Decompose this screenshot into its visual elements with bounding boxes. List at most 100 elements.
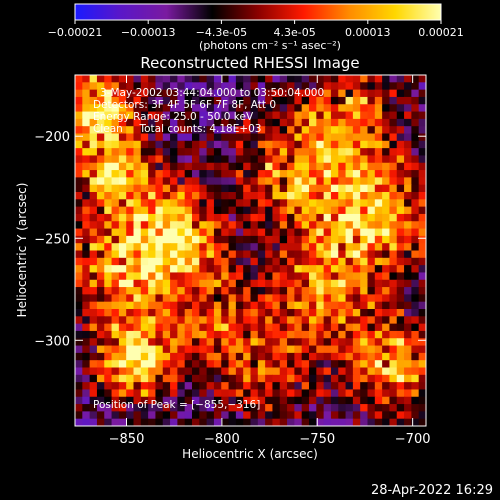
heatmap-cell — [382, 374, 391, 383]
heatmap-cell — [184, 162, 193, 171]
heatmap-cell — [89, 411, 98, 420]
heatmap-cell — [294, 323, 303, 332]
heatmap-cell — [374, 265, 383, 274]
heatmap-cell — [155, 118, 164, 127]
heatmap-cell — [155, 279, 164, 288]
heatmap-cell — [118, 155, 127, 164]
heatmap-cell — [279, 309, 288, 317]
heatmap-cell — [75, 104, 83, 113]
heatmap-cell — [279, 82, 288, 91]
heatmap-cell — [345, 309, 354, 317]
heatmap-cell — [235, 265, 244, 274]
heatmap-cell — [104, 221, 113, 230]
heatmap-cell — [272, 382, 281, 391]
heatmap-cell — [323, 257, 332, 266]
heatmap-cell — [323, 272, 332, 281]
heatmap-cell — [126, 199, 135, 208]
heatmap-cell — [170, 411, 178, 420]
heatmap-cell — [184, 367, 193, 376]
heatmap-cell — [170, 323, 178, 332]
heatmap-cell — [272, 257, 281, 266]
heatmap-cell — [148, 199, 157, 208]
heatmap-cell — [126, 148, 135, 157]
heatmap-cell — [404, 155, 412, 164]
heatmap-cell — [257, 323, 266, 332]
heatmap-cell — [345, 294, 354, 303]
heatmap-cell — [133, 309, 142, 317]
heatmap-cell — [140, 396, 149, 405]
heatmap-cell — [287, 118, 295, 127]
heatmap-cell — [133, 316, 142, 325]
heatmap-cell — [316, 352, 325, 361]
heatmap-cell — [170, 96, 178, 105]
heatmap-cell — [111, 126, 120, 135]
heatmap-cell — [213, 294, 222, 303]
heatmap-cell — [104, 279, 113, 288]
heatmap-cell — [140, 389, 149, 398]
heatmap-cell — [389, 111, 398, 120]
heatmap-cell — [228, 206, 237, 215]
heatmap-cell — [148, 192, 157, 200]
heatmap-cell — [140, 404, 149, 412]
heatmap-cell — [162, 170, 171, 178]
heatmap-cell — [192, 374, 200, 383]
heatmap-cell — [162, 279, 171, 288]
heatmap-cell — [316, 82, 325, 91]
colorbar-tick-label: 0.00021 — [418, 26, 464, 39]
heatmap-cell — [338, 111, 347, 120]
heatmap-cell — [133, 206, 142, 215]
heatmap-cell — [140, 243, 149, 252]
heatmap-cell — [301, 272, 310, 281]
heatmap-cell — [228, 199, 237, 208]
heatmap-cell — [418, 96, 426, 105]
heatmap-cell — [82, 75, 91, 83]
heatmap-cell — [374, 382, 383, 391]
heatmap-cell — [75, 323, 83, 332]
heatmap-cell — [265, 418, 274, 426]
heatmap-cell — [162, 206, 171, 215]
heatmap-cell — [404, 192, 412, 200]
heatmap-cell — [75, 338, 83, 347]
heatmap-cell — [250, 316, 259, 325]
heatmap-cell — [96, 396, 105, 405]
heatmap-cell — [396, 309, 405, 317]
heatmap-cell — [126, 243, 135, 252]
heatmap-cell — [382, 243, 391, 252]
heatmap-cell — [257, 338, 266, 347]
heatmap-cell — [265, 279, 274, 288]
heatmap-cell — [228, 257, 237, 266]
heatmap-cell — [338, 309, 347, 317]
heatmap-cell — [294, 192, 303, 200]
heatmap-cell — [104, 213, 113, 222]
heatmap-cell — [309, 89, 317, 98]
heatmap-cell — [118, 140, 127, 149]
heatmap-cell — [396, 213, 405, 222]
heatmap-cell — [148, 82, 157, 91]
heatmap-cell — [118, 316, 127, 325]
heatmap-cell — [330, 367, 339, 376]
heatmap-cell — [89, 382, 98, 391]
heatmap-cell — [206, 396, 215, 405]
heatmap-cell — [199, 396, 208, 405]
heatmap-cell — [235, 367, 244, 376]
heatmap-cell — [133, 228, 142, 237]
heatmap-cell — [177, 228, 186, 237]
heatmap-cell — [104, 243, 113, 252]
heatmap-cell — [316, 184, 325, 193]
heatmap-cell — [221, 309, 230, 317]
heatmap-cell — [213, 155, 222, 164]
heatmap-cell — [126, 155, 135, 164]
heatmap-cell — [367, 345, 376, 354]
heatmap-cell — [192, 199, 200, 208]
heatmap-cell — [352, 360, 361, 369]
heatmap-cell — [206, 170, 215, 178]
heatmap-cell — [177, 133, 186, 142]
heatmap-cell — [221, 243, 230, 252]
heatmap-cell — [272, 82, 281, 91]
heatmap-cell — [404, 199, 412, 208]
heatmap-cell — [243, 148, 252, 157]
heatmap-cell — [243, 250, 252, 259]
heatmap-cell — [228, 104, 237, 113]
heatmap-cell — [104, 104, 113, 113]
heatmap-cell — [265, 126, 274, 135]
